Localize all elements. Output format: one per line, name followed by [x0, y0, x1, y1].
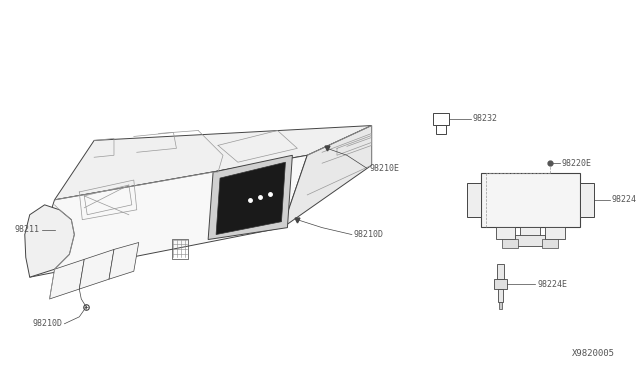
Text: X9820005: X9820005	[572, 349, 614, 358]
Polygon shape	[25, 205, 74, 277]
Text: 98211: 98211	[15, 225, 40, 234]
Polygon shape	[216, 162, 285, 235]
Polygon shape	[497, 289, 504, 302]
Polygon shape	[54, 125, 372, 200]
Polygon shape	[208, 155, 292, 240]
Polygon shape	[545, 227, 565, 238]
Text: 98224: 98224	[611, 195, 637, 204]
Polygon shape	[282, 125, 372, 228]
Polygon shape	[493, 279, 508, 289]
Polygon shape	[497, 264, 504, 279]
Polygon shape	[109, 243, 139, 279]
Polygon shape	[436, 125, 446, 134]
Text: 98232: 98232	[473, 114, 498, 123]
Polygon shape	[29, 155, 307, 277]
Text: 98224E: 98224E	[537, 280, 567, 289]
Text: 98210D: 98210D	[354, 230, 384, 239]
Polygon shape	[433, 113, 449, 125]
Polygon shape	[481, 173, 580, 227]
Polygon shape	[499, 302, 502, 309]
Polygon shape	[502, 238, 518, 248]
Text: 98210D: 98210D	[33, 319, 63, 328]
Polygon shape	[49, 259, 84, 299]
Polygon shape	[467, 183, 481, 217]
Polygon shape	[542, 238, 558, 248]
Text: 98210E: 98210E	[370, 164, 400, 173]
Polygon shape	[79, 250, 114, 289]
Polygon shape	[515, 235, 545, 247]
Polygon shape	[495, 227, 515, 238]
Polygon shape	[520, 227, 540, 238]
Text: 98220E: 98220E	[562, 159, 592, 168]
Polygon shape	[580, 183, 594, 217]
